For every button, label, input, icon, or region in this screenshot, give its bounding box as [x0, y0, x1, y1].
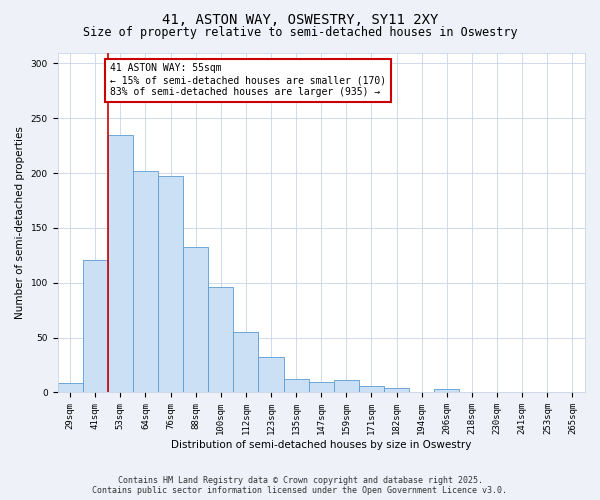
- Bar: [334, 380, 359, 392]
- Bar: [183, 246, 208, 392]
- Bar: [284, 380, 309, 392]
- Bar: [158, 176, 183, 392]
- Bar: [259, 358, 284, 392]
- Text: Size of property relative to semi-detached houses in Oswestry: Size of property relative to semi-detach…: [83, 26, 517, 39]
- Bar: [384, 388, 409, 392]
- Bar: [58, 382, 83, 392]
- Bar: [133, 171, 158, 392]
- Bar: [434, 389, 460, 392]
- Text: 41 ASTON WAY: 55sqm
← 15% of semi-detached houses are smaller (170)
83% of semi-: 41 ASTON WAY: 55sqm ← 15% of semi-detach…: [110, 64, 386, 96]
- Y-axis label: Number of semi-detached properties: Number of semi-detached properties: [15, 126, 25, 319]
- X-axis label: Distribution of semi-detached houses by size in Oswestry: Distribution of semi-detached houses by …: [171, 440, 472, 450]
- Bar: [108, 135, 133, 392]
- Bar: [233, 332, 259, 392]
- Text: 41, ASTON WAY, OSWESTRY, SY11 2XY: 41, ASTON WAY, OSWESTRY, SY11 2XY: [162, 12, 438, 26]
- Bar: [83, 260, 108, 392]
- Bar: [309, 382, 334, 392]
- Bar: [208, 287, 233, 393]
- Text: Contains HM Land Registry data © Crown copyright and database right 2025.
Contai: Contains HM Land Registry data © Crown c…: [92, 476, 508, 495]
- Bar: [359, 386, 384, 392]
